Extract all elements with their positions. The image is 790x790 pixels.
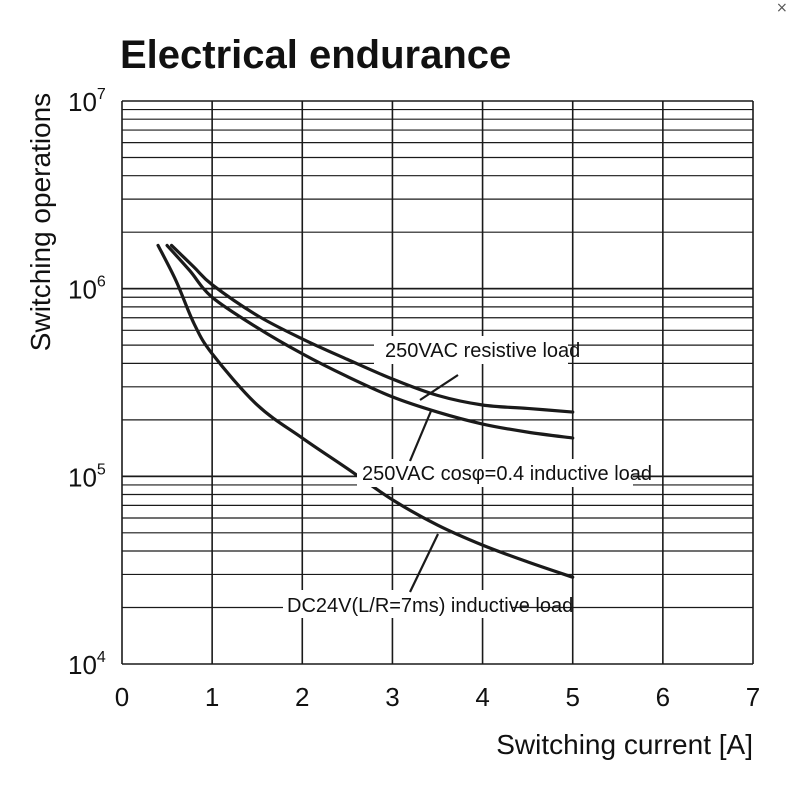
y-tick-labels: 104 105 106 107: [68, 86, 106, 680]
curve-dc24v-inductive: [156, 243, 575, 579]
y-axis-label: Switching operations: [25, 93, 56, 351]
series-label: 250VAC cosφ=0.4 inductive load: [362, 463, 652, 485]
annotation-leader: [419, 374, 459, 401]
curve-250vac-inductive: [165, 243, 575, 440]
annotation-leader: [409, 533, 439, 593]
x-axis-label: Switching current [A]: [496, 729, 753, 760]
y-tick-label: 107: [68, 86, 106, 117]
x-tick-label: 3: [385, 682, 399, 712]
y-tick-label: 105: [68, 461, 106, 492]
x-tick-label: 0: [115, 682, 129, 712]
x-tick-label: 1: [205, 682, 219, 712]
annotation-box: [374, 336, 568, 364]
annotations: 250VAC resistive load 250VAC cosφ=0.4 ind…: [283, 336, 652, 618]
x-tick-label: 5: [565, 682, 579, 712]
series-label: DC24V(L/R=7ms) inductive load: [287, 595, 573, 617]
curves: [156, 243, 575, 579]
x-tick-label: 2: [295, 682, 309, 712]
x-tick-labels: 0 1 2 3 4 5 6 7: [115, 682, 760, 712]
x-tick-label: 6: [656, 682, 670, 712]
close-icon[interactable]: ×: [776, 0, 788, 16]
x-tick-label: 4: [475, 682, 489, 712]
series-label: 250VAC resistive load: [385, 340, 580, 362]
annotation-box: [357, 459, 633, 487]
y-tick-label: 106: [68, 274, 106, 305]
annotation-leader: [408, 410, 433, 462]
chart-title: Electrical endurance: [120, 33, 511, 77]
curve-250vac-resistive: [169, 243, 575, 414]
y-tick-label: 104: [68, 649, 106, 680]
x-tick-label: 7: [746, 682, 760, 712]
annotation-box: [283, 590, 511, 618]
grid: [121, 100, 754, 665]
